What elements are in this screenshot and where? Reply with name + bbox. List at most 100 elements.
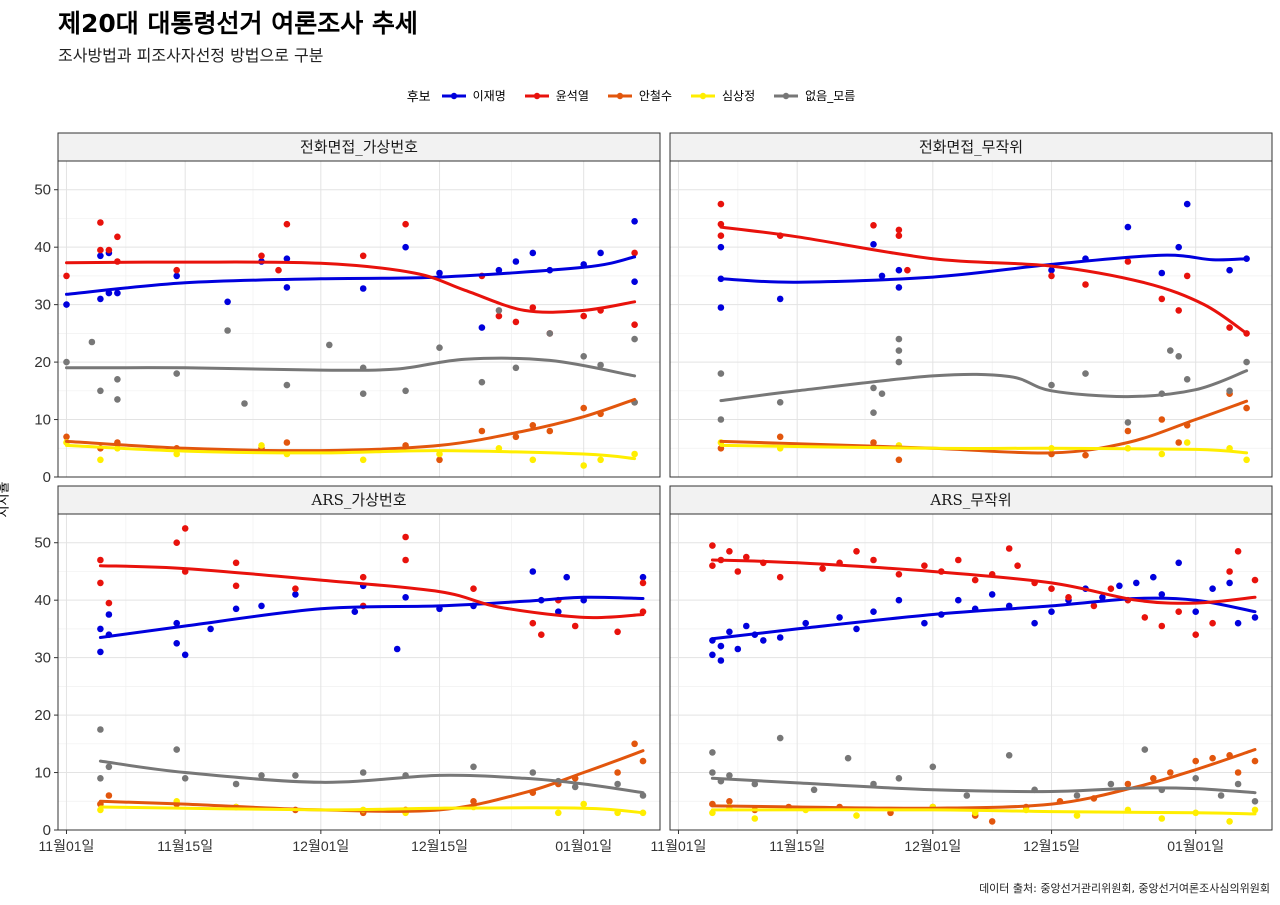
data-point bbox=[1048, 445, 1055, 452]
data-point bbox=[436, 450, 443, 458]
data-point bbox=[1065, 594, 1072, 601]
data-point bbox=[580, 596, 587, 604]
data-point bbox=[921, 619, 928, 627]
data-point bbox=[292, 585, 299, 592]
legend-key-icon bbox=[774, 92, 799, 99]
data-point bbox=[639, 573, 647, 581]
data-point bbox=[751, 806, 759, 814]
legend-item: 안철수 bbox=[607, 87, 672, 104]
data-point bbox=[895, 266, 903, 274]
data-point bbox=[597, 410, 604, 418]
data-point bbox=[224, 298, 231, 306]
data-point bbox=[1107, 585, 1115, 592]
trend-line bbox=[710, 558, 1257, 605]
panel-background bbox=[670, 514, 1272, 830]
data-point bbox=[717, 275, 725, 283]
panel-border bbox=[669, 160, 1273, 478]
data-point bbox=[1141, 614, 1149, 621]
data-point bbox=[1226, 579, 1233, 587]
data-point bbox=[717, 416, 725, 423]
data-point bbox=[895, 284, 903, 291]
data-point bbox=[836, 559, 843, 567]
data-point bbox=[97, 556, 104, 564]
data-point bbox=[580, 261, 587, 268]
data-point bbox=[105, 599, 113, 607]
data-point bbox=[173, 619, 180, 627]
data-point bbox=[232, 803, 240, 811]
data-point bbox=[529, 619, 537, 627]
data-point bbox=[1005, 545, 1013, 552]
data-point bbox=[1243, 456, 1250, 464]
data-point bbox=[63, 439, 70, 446]
trend-line bbox=[98, 564, 645, 620]
data-point bbox=[717, 642, 725, 650]
y-tick-label: 20 bbox=[34, 354, 51, 371]
data-point bbox=[597, 456, 604, 464]
data-point bbox=[1251, 806, 1259, 814]
data-point bbox=[258, 772, 265, 779]
data-point bbox=[887, 809, 894, 817]
data-point bbox=[1124, 258, 1132, 265]
data-point bbox=[105, 792, 113, 799]
data-point bbox=[1158, 390, 1166, 398]
data-point bbox=[717, 556, 725, 564]
legend: 후보 이재명 윤석열 안철수 심상정 없음_모름 bbox=[0, 86, 1280, 105]
data-point bbox=[836, 803, 843, 811]
data-point bbox=[717, 220, 725, 228]
data-point bbox=[359, 364, 367, 372]
data-point bbox=[726, 798, 733, 805]
data-point bbox=[232, 582, 240, 590]
data-point bbox=[971, 576, 979, 584]
data-point bbox=[639, 792, 647, 799]
data-point bbox=[1082, 370, 1089, 377]
data-point bbox=[114, 445, 121, 452]
data-point bbox=[1226, 324, 1233, 331]
data-point bbox=[563, 573, 570, 581]
data-point bbox=[1048, 585, 1055, 592]
data-point bbox=[1243, 330, 1250, 337]
data-point bbox=[1226, 818, 1233, 825]
data-point bbox=[555, 777, 562, 785]
facet-title: 전화면접_가상번호 bbox=[300, 138, 418, 156]
data-point bbox=[173, 800, 180, 808]
x-tick-label: 11월01일 bbox=[39, 838, 95, 854]
data-point bbox=[1217, 792, 1225, 799]
trend-line bbox=[710, 776, 1257, 795]
data-point bbox=[776, 433, 784, 441]
data-point bbox=[1158, 295, 1166, 303]
data-point bbox=[470, 763, 477, 771]
data-point bbox=[173, 445, 180, 452]
data-point bbox=[709, 562, 716, 569]
data-point bbox=[546, 427, 554, 435]
legend-key-icon bbox=[524, 92, 549, 99]
data-point bbox=[1175, 353, 1182, 360]
data-point bbox=[1226, 752, 1233, 759]
data-point bbox=[258, 252, 265, 260]
data-point bbox=[631, 278, 638, 286]
data-point bbox=[495, 445, 503, 452]
data-point bbox=[359, 806, 367, 814]
data-point bbox=[1048, 381, 1055, 389]
data-point bbox=[114, 258, 121, 265]
data-point bbox=[351, 608, 359, 615]
data-point bbox=[1192, 608, 1199, 615]
data-point bbox=[580, 404, 587, 412]
data-point bbox=[292, 806, 299, 814]
data-point bbox=[1175, 439, 1182, 446]
data-point bbox=[436, 269, 443, 277]
data-point bbox=[173, 539, 180, 546]
data-point bbox=[1099, 594, 1106, 601]
data-point bbox=[709, 749, 716, 756]
data-point bbox=[258, 445, 265, 452]
data-point bbox=[904, 266, 911, 274]
data-point bbox=[853, 812, 860, 819]
data-point bbox=[1124, 223, 1132, 231]
data-point bbox=[97, 456, 104, 464]
trend-line bbox=[719, 225, 1249, 335]
data-point bbox=[895, 358, 903, 366]
data-point bbox=[895, 442, 903, 449]
data-point bbox=[895, 226, 903, 234]
data-point bbox=[97, 219, 104, 226]
y-tick-label: 30 bbox=[34, 297, 51, 314]
data-point bbox=[639, 757, 647, 765]
